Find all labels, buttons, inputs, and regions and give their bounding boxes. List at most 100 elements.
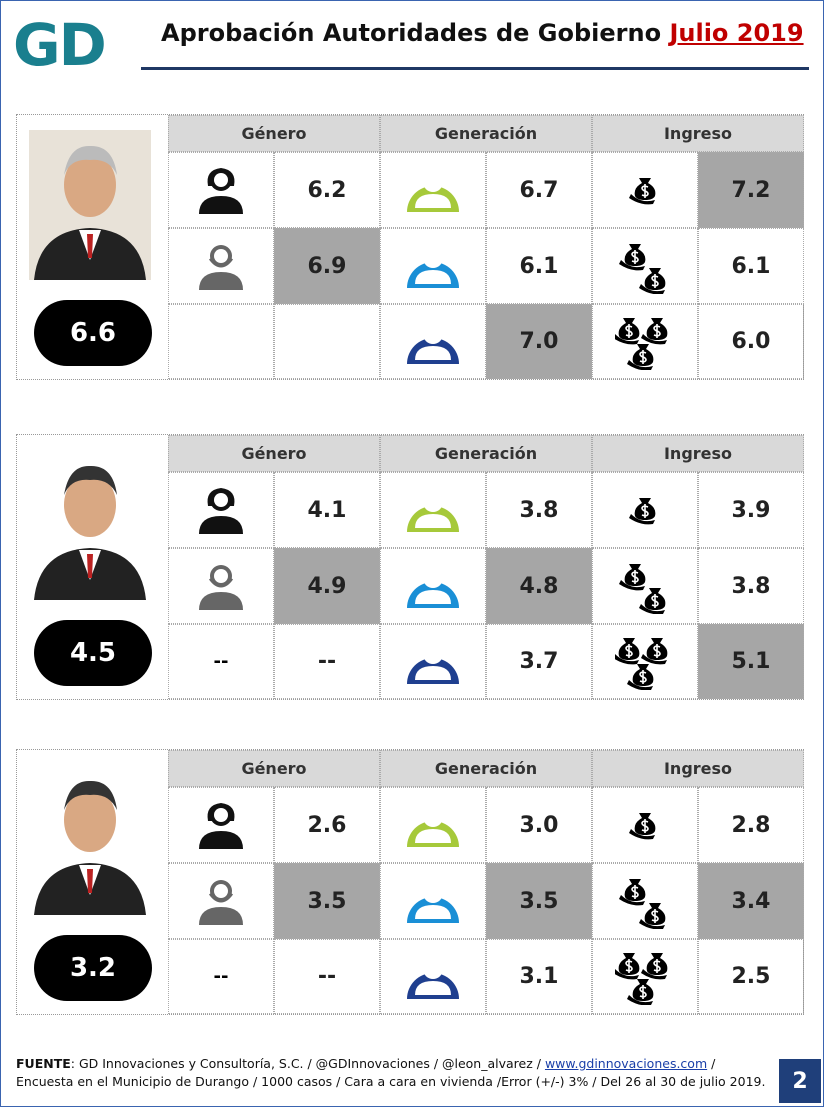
icon-cell bbox=[592, 152, 698, 228]
overall-score: 6.6 bbox=[34, 300, 152, 366]
icon bbox=[191, 873, 251, 929]
source-text: : GD Innovaciones y Consultoría, S.C. / … bbox=[71, 1056, 545, 1071]
value-cell: 3.7 bbox=[486, 624, 592, 699]
icon-cell bbox=[168, 152, 274, 228]
icon bbox=[403, 314, 463, 370]
page-number: 2 bbox=[779, 1059, 821, 1103]
value-cell: 4.9 bbox=[274, 548, 380, 624]
icon bbox=[191, 797, 251, 853]
column-header: Género bbox=[168, 750, 380, 787]
value-cell: 6.0 bbox=[698, 304, 804, 379]
icon bbox=[615, 314, 675, 370]
photo bbox=[29, 765, 151, 915]
value-cell: 5.1 bbox=[698, 624, 804, 699]
value-cell: 2.6 bbox=[274, 787, 380, 863]
icon bbox=[615, 482, 675, 538]
icon-cell bbox=[380, 787, 486, 863]
icon bbox=[191, 482, 251, 538]
value-cell: 6.2 bbox=[274, 152, 380, 228]
icon bbox=[403, 238, 463, 294]
icon-cell bbox=[380, 939, 486, 1014]
icon bbox=[403, 162, 463, 218]
icon bbox=[403, 558, 463, 614]
icon bbox=[615, 162, 675, 218]
value-cell: 4.1 bbox=[274, 472, 380, 548]
icon-cell bbox=[168, 228, 274, 304]
icon-cell: -- bbox=[168, 939, 274, 1014]
value-cell bbox=[274, 304, 380, 379]
icon-cell bbox=[380, 152, 486, 228]
overall-score: 4.5 bbox=[34, 620, 152, 686]
value-cell: 3.9 bbox=[698, 472, 804, 548]
link[interactable]: www.gdinnovaciones.com bbox=[545, 1056, 707, 1071]
icon-cell bbox=[380, 624, 486, 699]
icon bbox=[615, 238, 675, 294]
icon-cell bbox=[380, 863, 486, 939]
icon-cell bbox=[380, 304, 486, 379]
title: Aprobación Autoridades de Gobierno Julio… bbox=[161, 19, 804, 47]
page: GD Aprobación Autoridades de Gobierno Ju… bbox=[0, 0, 824, 1107]
icon-cell bbox=[592, 863, 698, 939]
value-cell: 3.8 bbox=[486, 472, 592, 548]
value-cell: 3.8 bbox=[698, 548, 804, 624]
column-header: Género bbox=[168, 115, 380, 152]
value-cell: 2.8 bbox=[698, 787, 804, 863]
icon bbox=[403, 482, 463, 538]
column-header: Ingreso bbox=[592, 435, 804, 472]
photo bbox=[29, 130, 151, 280]
value-cell: 2.5 bbox=[698, 939, 804, 1014]
value-cell: 6.1 bbox=[698, 228, 804, 304]
header-rule bbox=[141, 67, 809, 70]
footer-line2: Encuesta en el Municipio de Durango / 10… bbox=[16, 1074, 765, 1089]
icon-cell: -- bbox=[168, 624, 274, 699]
link-after: / bbox=[707, 1056, 715, 1071]
icon bbox=[615, 558, 675, 614]
icon-cell bbox=[592, 228, 698, 304]
value-cell: 6.7 bbox=[486, 152, 592, 228]
value-cell: 4.8 bbox=[486, 548, 592, 624]
icon-cell bbox=[592, 624, 698, 699]
icon bbox=[191, 558, 251, 614]
icon bbox=[615, 634, 675, 690]
value-cell: 6.1 bbox=[486, 228, 592, 304]
icon-cell bbox=[592, 548, 698, 624]
icon bbox=[403, 873, 463, 929]
source-label: FUENTE bbox=[16, 1056, 71, 1071]
value-cell: 3.4 bbox=[698, 863, 804, 939]
icon-cell bbox=[380, 548, 486, 624]
icon bbox=[191, 238, 251, 294]
value-cell: 3.1 bbox=[486, 939, 592, 1014]
value-cell: 3.5 bbox=[486, 863, 592, 939]
column-header: Generación bbox=[380, 435, 592, 472]
column-header: Ingreso bbox=[592, 115, 804, 152]
icon-cell bbox=[168, 548, 274, 624]
column-header: Generación bbox=[380, 115, 592, 152]
photo-art bbox=[29, 765, 151, 915]
icon-cell bbox=[380, 228, 486, 304]
column-header: Género bbox=[168, 435, 380, 472]
icon-cell bbox=[168, 863, 274, 939]
icon bbox=[403, 634, 463, 690]
icon bbox=[403, 797, 463, 853]
value-cell: 3.0 bbox=[486, 787, 592, 863]
icon bbox=[191, 162, 251, 218]
value-cell: -- bbox=[274, 624, 380, 699]
value-cell: 3.5 bbox=[274, 863, 380, 939]
logo: GD bbox=[13, 11, 105, 79]
icon bbox=[615, 949, 675, 1005]
overall-score: 3.2 bbox=[34, 935, 152, 1001]
title-highlight: Julio 2019 bbox=[669, 19, 803, 47]
icon-cell bbox=[168, 787, 274, 863]
photo-art bbox=[29, 130, 151, 280]
column-header: Ingreso bbox=[592, 750, 804, 787]
icon-cell bbox=[592, 304, 698, 379]
value-cell: 7.0 bbox=[486, 304, 592, 379]
title-text: Aprobación Autoridades de Gobierno bbox=[161, 19, 661, 47]
photo-art bbox=[29, 450, 151, 600]
icon-cell bbox=[592, 787, 698, 863]
value-cell: 6.9 bbox=[274, 228, 380, 304]
value-cell: 7.2 bbox=[698, 152, 804, 228]
